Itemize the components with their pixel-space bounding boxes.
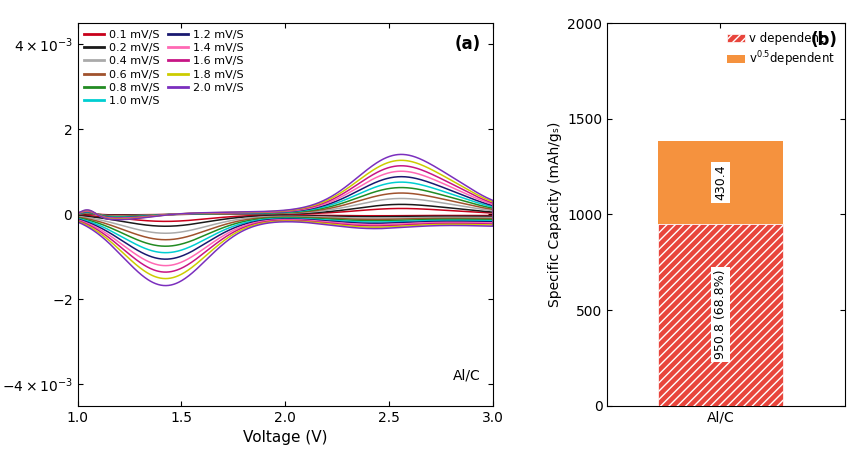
Legend: 0.1 mV/S, 0.2 mV/S, 0.4 mV/S, 0.6 mV/S, 0.8 mV/S, 1.0 mV/S, 1.2 mV/S, 1.4 mV/S, : 0.1 mV/S, 0.2 mV/S, 0.4 mV/S, 0.6 mV/S, … [81,26,246,110]
Bar [658,142,782,224]
Legend: v dependent, v$^{0.5}$dependent: v dependent, v$^{0.5}$dependent [722,29,838,72]
Text: Al/C: Al/C [452,369,480,383]
Bar [658,224,782,406]
Text: (b): (b) [810,31,837,49]
Text: 950.8 (68.8%): 950.8 (68.8%) [713,270,726,360]
X-axis label: Voltage (V): Voltage (V) [243,430,327,445]
Y-axis label: Specific Capacity (mAh/gₛ): Specific Capacity (mAh/gₛ) [547,122,561,307]
Text: (a): (a) [454,35,480,53]
Text: 430.4: 430.4 [713,165,726,201]
